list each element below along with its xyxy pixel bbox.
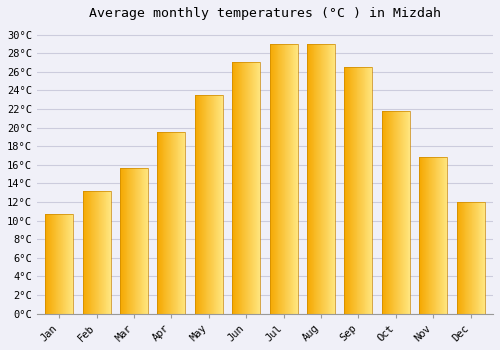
- Bar: [232, 63, 260, 314]
- Bar: [307, 44, 335, 314]
- Bar: [344, 67, 372, 314]
- Bar: [120, 168, 148, 314]
- Bar: [158, 132, 186, 314]
- Bar: [456, 202, 484, 314]
- Bar: [382, 111, 410, 314]
- Bar: [45, 214, 74, 314]
- Bar: [195, 95, 223, 314]
- Bar: [270, 44, 297, 314]
- Bar: [419, 158, 447, 314]
- Title: Average monthly temperatures (°C ) in Mizdah: Average monthly temperatures (°C ) in Mi…: [89, 7, 441, 20]
- Bar: [82, 191, 110, 314]
